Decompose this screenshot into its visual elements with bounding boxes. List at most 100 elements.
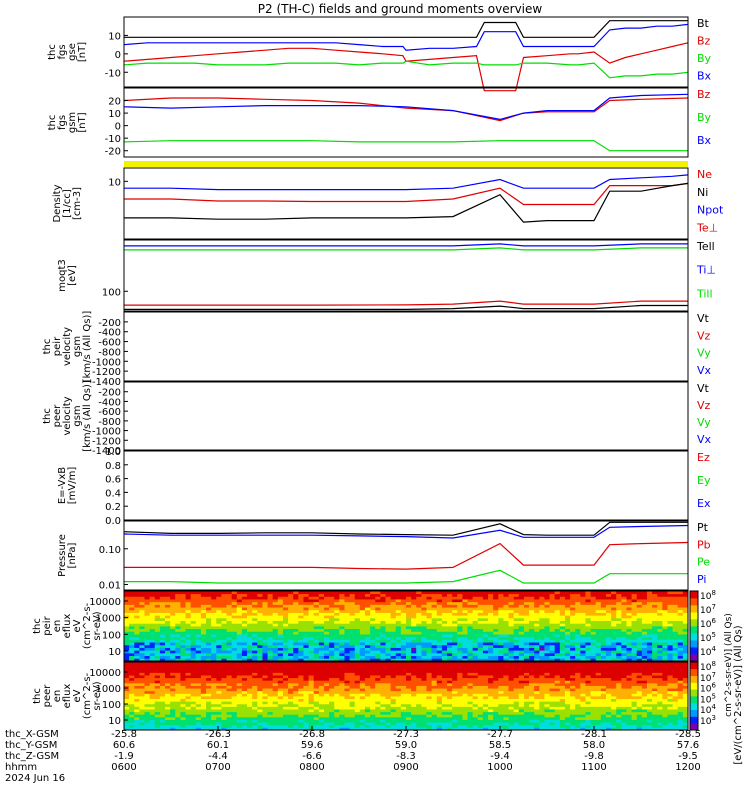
spectrogram-cell — [442, 667, 448, 670]
spectrogram-cell — [565, 618, 571, 621]
spectrogram-cell — [452, 691, 458, 694]
spectrogram-cell — [129, 670, 135, 673]
spectrogram-cell — [273, 626, 279, 629]
spectrogram-cell — [293, 626, 299, 629]
spectrogram-cell — [175, 650, 181, 653]
legend-entry: Tell — [696, 240, 715, 253]
spectrogram-cell — [462, 653, 468, 656]
spectrogram-cell — [216, 648, 222, 651]
spectrogram-cell — [411, 701, 417, 704]
spectrogram-cell — [575, 599, 581, 602]
spectrogram-cell — [129, 623, 135, 626]
spectrogram-cell — [498, 699, 504, 702]
spectrogram-cell — [478, 701, 484, 704]
spectrogram-cell — [350, 691, 356, 694]
spectrogram-cell — [447, 648, 453, 651]
spectrogram-cell — [139, 621, 145, 624]
spectrogram-cell — [621, 634, 627, 637]
spectrogram-cell — [452, 607, 458, 610]
spectrogram-cell — [401, 688, 407, 691]
spectrogram-cell — [180, 693, 186, 696]
spectrogram-cell — [339, 637, 345, 640]
spectrogram-cell — [642, 656, 648, 659]
spectrogram-cell — [411, 709, 417, 712]
spectrogram-cell — [673, 653, 679, 656]
spectrogram-cell — [427, 631, 433, 634]
spectrogram-cell — [227, 631, 233, 634]
spectrogram-cell — [442, 629, 448, 632]
spectrogram-cell — [642, 653, 648, 656]
spectrogram-cell — [370, 656, 376, 659]
spectrogram-cell — [524, 607, 530, 610]
spectrogram-cell — [355, 629, 361, 632]
spectrogram-cell — [452, 599, 458, 602]
spectrogram-cell — [314, 693, 320, 696]
spectrogram-cell — [437, 683, 443, 686]
spectrogram-cell — [175, 648, 181, 651]
spectrogram-cell — [201, 631, 207, 634]
spectrogram-cell — [473, 610, 479, 613]
spectrogram-cell — [534, 650, 540, 653]
spectrogram-cell — [442, 613, 448, 616]
spectrogram-cell — [416, 596, 422, 599]
spectrogram-cell — [396, 604, 402, 607]
spectrogram-cell — [288, 642, 294, 645]
spectrogram-cell — [242, 631, 248, 634]
spectrogram-cell — [344, 725, 350, 728]
spectrogram-cell — [503, 665, 509, 668]
spectrogram-cell — [591, 618, 597, 621]
spectrogram-cell — [145, 678, 151, 681]
spectrogram-cell — [180, 680, 186, 683]
spectrogram-cell — [447, 650, 453, 653]
spectrogram-cell — [637, 653, 643, 656]
spectrogram-cell — [303, 653, 309, 656]
plot-title: P2 (TH-C) fields and ground moments over… — [258, 2, 543, 16]
spectrogram-cell — [278, 615, 284, 618]
spectrogram-cell — [278, 720, 284, 723]
spectrogram-cell — [344, 678, 350, 681]
spectrogram-cell — [139, 615, 145, 618]
spectrogram-cell — [344, 667, 350, 670]
spectrogram-cell — [427, 626, 433, 629]
spectrogram-cell — [191, 596, 197, 599]
spectrogram-cell — [488, 704, 494, 707]
spectrogram-cell — [437, 665, 443, 668]
spectrogram-cell — [642, 596, 648, 599]
spectrogram-cell — [498, 642, 504, 645]
spectrogram-cell — [129, 667, 135, 670]
spectrogram-cell — [575, 615, 581, 618]
spectrogram-cell — [447, 618, 453, 621]
spectrogram-cell — [503, 704, 509, 707]
spectrogram-cell — [211, 686, 217, 689]
spectrogram-cell — [442, 656, 448, 659]
spectrogram-cell — [314, 642, 320, 645]
spectrogram-cell — [329, 645, 335, 648]
spectrogram-cell — [580, 650, 586, 653]
spectrogram-cell — [442, 604, 448, 607]
spectrogram-cell — [365, 722, 371, 725]
spectrogram-cell — [232, 637, 238, 640]
spectrogram-cell — [534, 623, 540, 626]
spectrogram-cell — [124, 680, 130, 683]
spectrogram-cell — [483, 667, 489, 670]
spectrogram-cell — [329, 672, 335, 675]
spectrogram-cell — [637, 648, 643, 651]
spectrogram-cell — [355, 615, 361, 618]
spectrogram-cell — [262, 645, 268, 648]
spectrogram-cell — [673, 650, 679, 653]
spectrogram-cell — [186, 686, 192, 689]
spectrogram-cell — [303, 688, 309, 691]
spectrogram-cell — [324, 631, 330, 634]
spectrogram-cell — [186, 639, 192, 642]
spectrogram-cell — [591, 599, 597, 602]
spectrogram-cell — [457, 626, 463, 629]
spectrogram-cell — [667, 626, 673, 629]
spectrogram-cell — [570, 615, 576, 618]
spectrogram-cell — [145, 699, 151, 702]
spectrogram-cell — [170, 599, 176, 602]
spectrogram-cell — [232, 717, 238, 720]
spectrogram-cell — [221, 631, 227, 634]
spectrogram-cell — [421, 648, 427, 651]
spectrogram-cell — [155, 621, 161, 624]
